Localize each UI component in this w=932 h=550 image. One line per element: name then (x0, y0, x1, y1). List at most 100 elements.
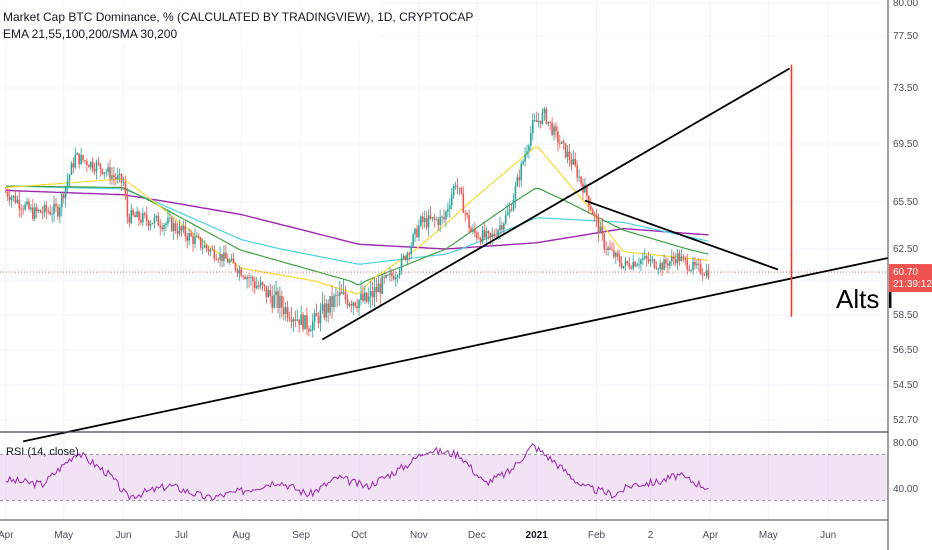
candle-body (568, 151, 571, 161)
price-tick-label: 58.50 (893, 310, 918, 321)
annotation-text[interactable]: Alts I (836, 284, 894, 314)
candle-body (418, 225, 420, 238)
candle-body (655, 267, 658, 269)
candle-body (364, 292, 366, 301)
candle-body (651, 259, 654, 261)
candle-body (86, 161, 88, 166)
candle-body (350, 303, 353, 306)
candle-body (375, 287, 378, 293)
candle-body (70, 163, 73, 175)
candle-body (28, 201, 30, 210)
candle-body (80, 155, 82, 165)
candle-body (670, 256, 673, 262)
candle-body (532, 120, 534, 133)
candle-body (288, 317, 291, 320)
time-tick-label: 2 (648, 530, 654, 541)
candle-body (615, 252, 617, 257)
candle-body (265, 286, 268, 298)
candle-body (169, 217, 171, 219)
candle-body (329, 296, 331, 313)
candle-body (510, 209, 513, 211)
rsi-title[interactable]: RSI (14, close) (6, 446, 79, 458)
ma-line-sma200 (5, 189, 709, 250)
time-tick-label: Oct (351, 530, 367, 541)
candle-body (230, 258, 233, 261)
rsi-axis[interactable]: 80.00 40.00 (893, 438, 918, 495)
candle-body (410, 246, 412, 255)
candle-body (155, 215, 158, 218)
candle-body (479, 238, 482, 243)
candle-body (584, 185, 586, 193)
rsi-tick-label: 40.00 (893, 484, 918, 495)
candle-body (203, 245, 206, 248)
candle-body (636, 264, 638, 267)
candle-body (365, 292, 368, 302)
candle-body (91, 161, 94, 170)
candle-body (667, 263, 669, 266)
candle-body (476, 232, 478, 238)
candle-body (514, 186, 517, 200)
candle-body (186, 236, 189, 241)
price-tick-label: 56.50 (893, 345, 918, 356)
moving-averages (5, 146, 709, 295)
candle-body (213, 249, 216, 259)
candle-body (171, 217, 173, 232)
candle-body (120, 174, 123, 183)
candle-body (543, 108, 546, 114)
trendlines[interactable] (22, 64, 889, 443)
candle-body (97, 162, 100, 164)
time-axis[interactable]: Apr May Jun Jul Aug Sep Oct Nov Dec 2021 Feb 2 Apr Ma… (0, 530, 836, 541)
candle-body (263, 285, 266, 287)
candle-body (501, 225, 503, 230)
candle-body (223, 252, 225, 262)
candle-body (491, 234, 494, 238)
candle-body (447, 209, 449, 212)
time-tick-label: 2021 (526, 530, 549, 541)
candle-body (676, 253, 679, 264)
candle-body (553, 126, 555, 135)
candle-body (389, 273, 391, 275)
time-tick-label: Jun (820, 530, 836, 541)
candle-body (499, 225, 501, 231)
candle-body (495, 236, 497, 237)
candle-body (566, 151, 569, 158)
candle-body (576, 165, 578, 178)
candle-body (292, 319, 295, 322)
ma-line-ema55 (5, 185, 709, 286)
indicator-legend[interactable]: EMA 21,55,100,200/SMA 30,200 (3, 27, 177, 41)
candle-body (503, 223, 505, 230)
candle-body (535, 120, 538, 122)
candle-body (286, 307, 289, 318)
candle-body (686, 259, 689, 270)
candle-body (315, 313, 318, 317)
candle-body (319, 310, 322, 324)
last-price-tag: 60.70 21:39:12 (889, 264, 932, 293)
candle-body (205, 245, 208, 249)
candle-body (167, 218, 169, 224)
candle-body (605, 249, 607, 251)
candle-body (416, 228, 418, 238)
candle-body (41, 212, 44, 214)
candle-body (564, 143, 567, 158)
candle-body (684, 257, 687, 260)
candle-body (512, 199, 515, 211)
candle-body (682, 256, 685, 258)
trendline-1[interactable] (22, 257, 889, 443)
candle-body (599, 226, 602, 234)
price-tick-label: 54.50 (893, 380, 918, 391)
candle-body (188, 233, 190, 241)
candle-body (541, 113, 544, 124)
candle-body (33, 207, 36, 219)
candle-body (151, 223, 154, 224)
chart-title[interactable]: Market Cap BTC Dominance, % (CALCULATED … (3, 10, 473, 24)
trendline-3[interactable] (584, 199, 779, 271)
candle-body (82, 155, 84, 161)
candle-body (296, 319, 299, 321)
candle-body (4, 191, 7, 193)
candle-body (232, 258, 235, 264)
trendline-2[interactable] (321, 67, 790, 341)
candle-body (267, 289, 270, 298)
candle-body (103, 172, 106, 174)
candle-body (147, 220, 150, 226)
candle-body (257, 285, 260, 287)
